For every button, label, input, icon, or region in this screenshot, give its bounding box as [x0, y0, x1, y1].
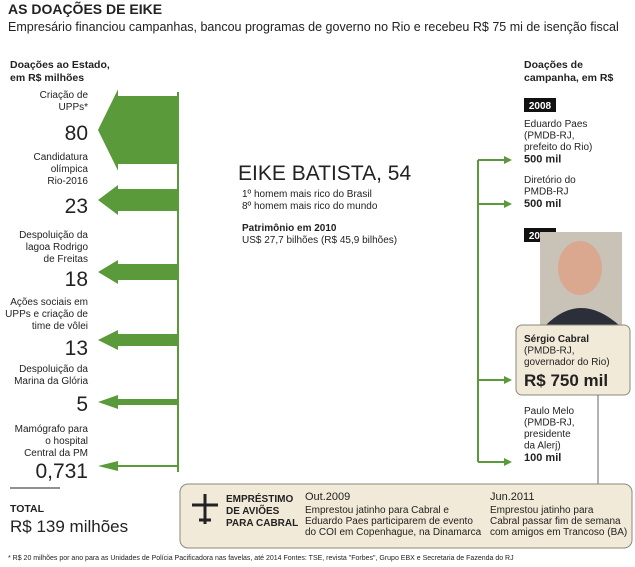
item-label: Marina da Glória [14, 376, 88, 387]
item-value: 13 [65, 337, 88, 360]
item-label: olímpica [51, 164, 89, 175]
item-label: Mamógrafo para [15, 424, 89, 435]
person-name: EIKE BATISTA, 54 [238, 162, 411, 185]
item-value: 80 [65, 122, 88, 145]
wealth-heading: Patrimônio em 2010 [242, 223, 337, 234]
arrow-head [504, 156, 512, 164]
donation-label: Eduardo Paes [524, 119, 587, 130]
loan-title: PARA CABRAL [226, 518, 298, 529]
highlight-box [515, 324, 631, 396]
loan-title: DE AVIÕES [226, 504, 280, 517]
photo-face [558, 241, 602, 295]
person-fact: 8º homem mais rico do mundo [242, 201, 378, 212]
loan-box [179, 483, 633, 549]
item-label: Ações sociais em [10, 297, 88, 308]
arrow-head [504, 200, 512, 208]
year-badge [524, 98, 556, 112]
loan-text: do COI em Copenhague, na Dinamarca [305, 527, 482, 538]
arrow [98, 185, 178, 215]
item-value: 23 [65, 195, 88, 218]
donation-label: (PMDB-RJ, [524, 346, 575, 357]
left-heading: em R$ milhões [10, 72, 84, 84]
total-label: TOTAL [10, 503, 45, 515]
donation-label: da Alerj) [524, 441, 561, 452]
arrow [98, 330, 178, 350]
item-label: o hospital [45, 436, 88, 447]
donation-amount: 500 mil [524, 154, 561, 166]
donation-label: (PMDB-RJ, [524, 418, 575, 429]
donation-label: governador do Rio) [524, 357, 610, 368]
arrow [98, 260, 178, 284]
item-value: 18 [65, 268, 88, 291]
plane-icon [192, 494, 218, 524]
total-value: R$ 139 milhões [10, 517, 128, 536]
loan-date: Out.2009 [305, 491, 350, 503]
donation-amount: 100 mil [524, 452, 561, 464]
left-heading: Doações ao Estado, [10, 59, 110, 71]
right-heading: campanha, em R$ [524, 72, 613, 84]
donation-label: PMDB-RJ [524, 187, 568, 198]
year: 2008 [529, 101, 552, 112]
arrow [98, 89, 178, 171]
title: AS DOAÇÕES DE EIKE [8, 0, 162, 17]
donation-label: Paulo Melo [524, 406, 574, 417]
loan-text: Emprestou jatinho para Cabral e [305, 505, 449, 516]
donation-label: (PMDB-RJ, [524, 131, 575, 142]
item-value: 0,731 [35, 460, 88, 483]
photo-suit [545, 308, 620, 326]
item-label: Criação de [40, 90, 89, 101]
person-fact: 1º homem mais rico do Brasil [242, 189, 372, 200]
right-heading: Doações de [524, 59, 583, 71]
arrow [98, 461, 178, 471]
item-label: Rio-2016 [47, 176, 88, 187]
donation-label: Sérgio Cabral [524, 334, 589, 345]
loan-date: Jun.2011 [490, 491, 534, 503]
subtitle: Empresário financiou campanhas, bancou p… [8, 20, 619, 34]
loan-text: com amigos em Trancoso (BA) [490, 527, 627, 538]
item-label: Despoluição da [19, 364, 88, 375]
item-label: UPPs* [59, 102, 89, 113]
donation-amount: R$ 750 mil [524, 371, 608, 390]
arrow [98, 395, 178, 409]
donation-amount: 500 mil [524, 198, 561, 210]
loan-text: Eduardo Paes participarem de evento [305, 516, 473, 527]
item-label: UPPs e criação de [5, 309, 88, 320]
item-label: de Freitas [44, 254, 88, 265]
loan-text: Emprestou jatinho para [490, 505, 594, 516]
arrow-head [504, 376, 512, 384]
arrow-head [504, 458, 512, 466]
item-label: time de vôlei [32, 321, 88, 332]
donation-label: prefeito do Rio) [524, 142, 592, 153]
loan-title: EMPRÉSTIMO [226, 492, 293, 505]
donation-label: Diretório do [524, 175, 576, 186]
donation-label: presidente [524, 429, 571, 440]
wealth-value: US$ 27,7 bilhões (R$ 45,9 bilhões) [242, 235, 397, 246]
loan-text: Cabral passar fim de semana [490, 516, 621, 527]
item-value: 5 [76, 393, 88, 416]
item-label: Despoluição da [19, 230, 88, 241]
footnote: * R$ 20 milhões por ano para as Unidades… [8, 555, 514, 562]
item-label: Central da PM [24, 448, 88, 459]
right-items: Eduardo Paes(PMDB-RJ,prefeito do Rio)500… [478, 119, 610, 466]
item-label: Candidatura [34, 152, 89, 163]
item-label: lagoa Rodrigo [26, 242, 89, 253]
